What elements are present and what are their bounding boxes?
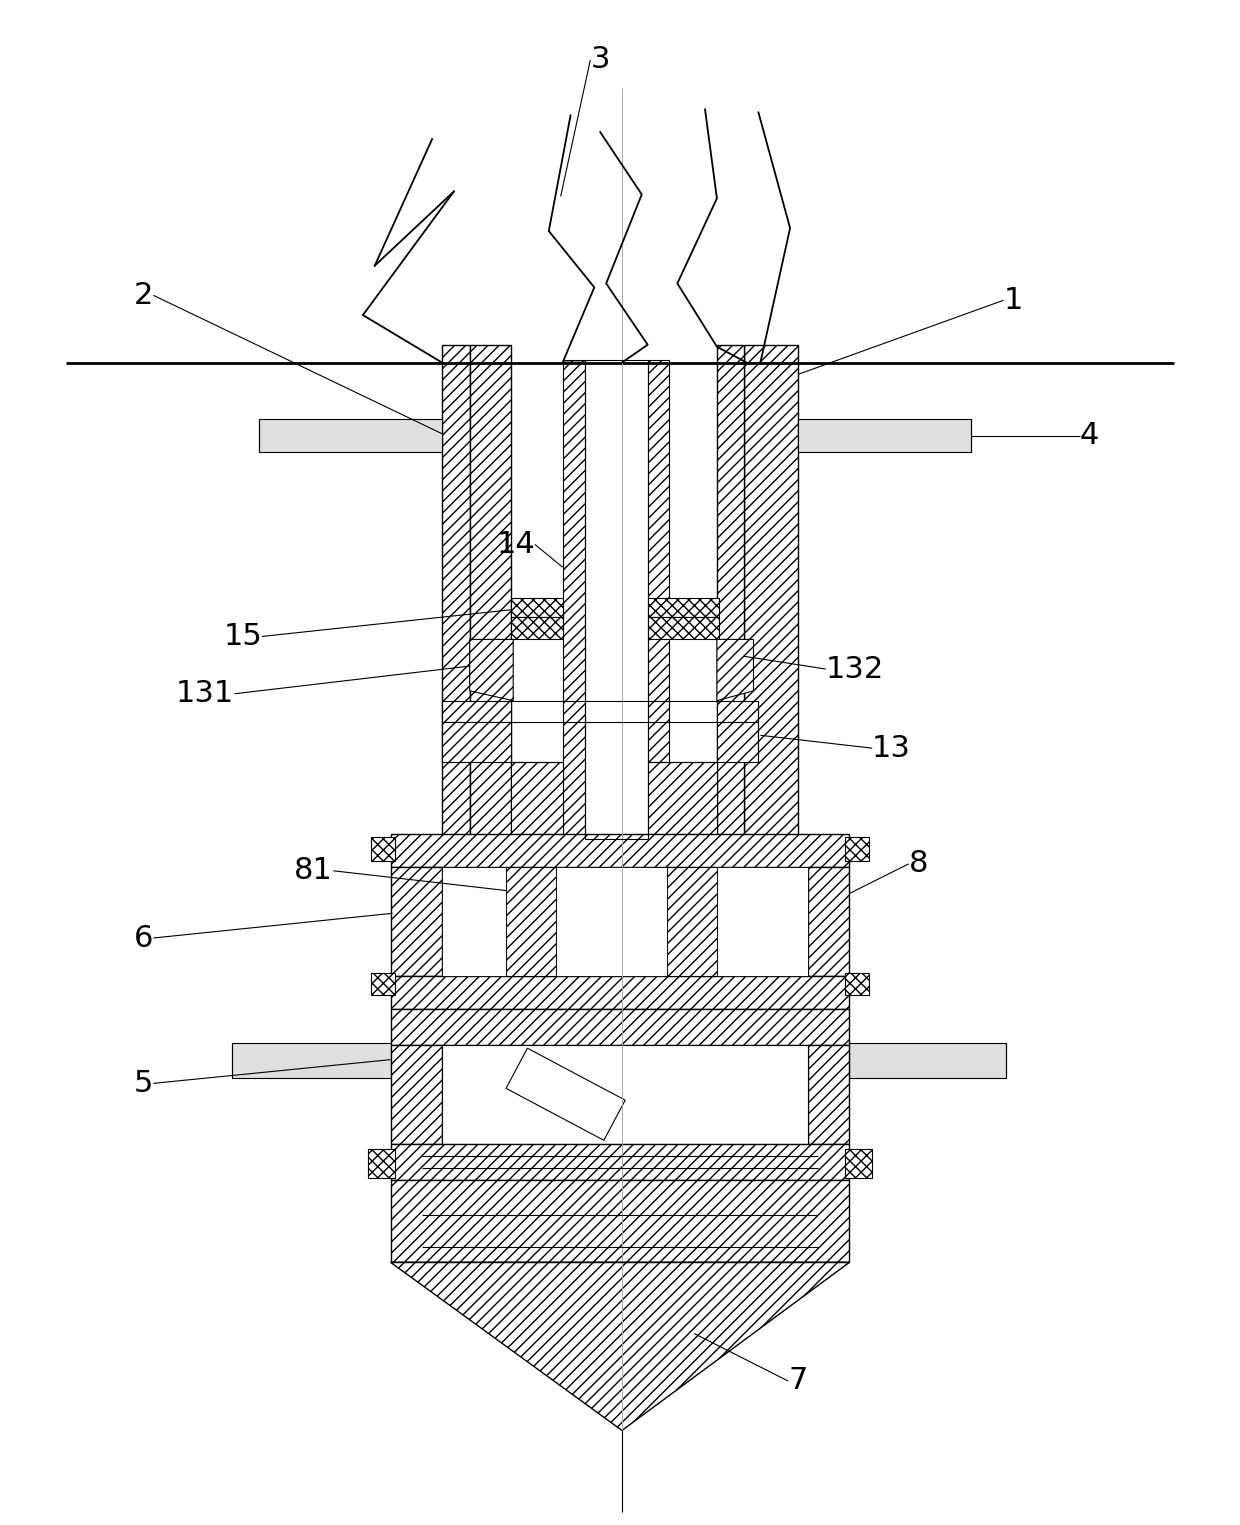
Bar	[441, 866, 506, 976]
Bar	[717, 723, 759, 762]
Bar	[744, 345, 799, 938]
Text: 3: 3	[590, 46, 610, 75]
Bar	[511, 762, 563, 834]
Bar	[391, 976, 849, 1010]
Bar	[647, 762, 717, 834]
Bar	[368, 1148, 394, 1179]
Bar	[563, 360, 585, 839]
Bar	[808, 866, 849, 976]
Polygon shape	[717, 639, 754, 700]
Bar	[717, 700, 759, 723]
Bar	[391, 1144, 849, 1180]
Text: 7: 7	[789, 1366, 807, 1395]
Bar	[846, 837, 869, 862]
Text: 2: 2	[134, 281, 154, 310]
Bar	[441, 700, 511, 723]
Text: 1: 1	[1003, 285, 1023, 314]
Bar	[717, 345, 744, 938]
Text: 6: 6	[134, 924, 154, 953]
Text: 81: 81	[294, 856, 334, 886]
Bar	[441, 1045, 808, 1144]
Bar	[647, 616, 719, 639]
Polygon shape	[391, 1263, 849, 1430]
Polygon shape	[470, 639, 513, 700]
Bar	[647, 360, 670, 839]
Bar	[259, 419, 441, 451]
Bar	[441, 345, 470, 938]
Bar	[506, 866, 556, 976]
Text: 132: 132	[826, 654, 884, 683]
Text: 5: 5	[134, 1069, 154, 1098]
Text: 15: 15	[223, 622, 262, 651]
Bar	[511, 616, 563, 639]
Bar	[391, 1045, 441, 1144]
Bar	[647, 598, 719, 616]
Bar	[808, 1045, 849, 1144]
Bar	[506, 1048, 625, 1141]
Bar	[371, 973, 394, 996]
Text: 14: 14	[496, 531, 534, 560]
Bar	[846, 973, 869, 996]
Bar	[511, 598, 563, 616]
Bar	[391, 866, 441, 976]
Bar	[391, 834, 849, 866]
Bar	[371, 837, 394, 862]
Bar	[391, 1180, 849, 1263]
Bar	[849, 1043, 1006, 1078]
Bar	[470, 345, 511, 938]
Bar	[846, 1148, 872, 1179]
Bar	[232, 1043, 391, 1078]
Bar	[556, 866, 667, 976]
Bar	[441, 723, 511, 762]
Bar	[391, 1010, 849, 1045]
Text: 13: 13	[872, 734, 911, 762]
Text: 4: 4	[1080, 421, 1099, 450]
Text: 131: 131	[176, 679, 234, 708]
Bar	[717, 866, 808, 976]
Text: 8: 8	[909, 849, 929, 878]
Bar	[799, 419, 971, 451]
Bar	[667, 866, 717, 976]
